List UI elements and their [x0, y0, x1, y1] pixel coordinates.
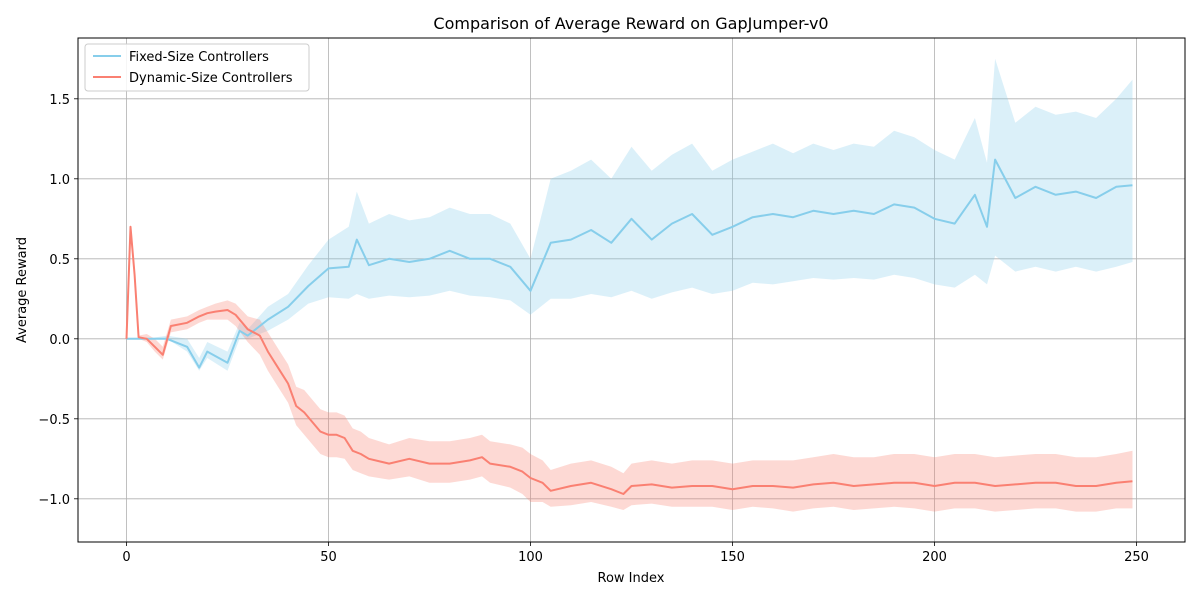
x-tick-label: 0 — [122, 550, 130, 565]
y-tick-label: −1.0 — [38, 493, 70, 508]
y-tick-label: 1.0 — [49, 173, 70, 188]
band-fixed — [126, 58, 1133, 371]
y-tick-label: 1.5 — [49, 93, 70, 108]
y-tick-label: 0.0 — [49, 333, 70, 348]
legend-label-dynamic: Dynamic-Size Controllers — [129, 71, 293, 86]
x-axis-ticks: 0 50 100 150 200 250 — [122, 542, 1149, 565]
line-fixed — [126, 158, 1133, 369]
y-tick-label: −0.5 — [38, 413, 70, 428]
legend-box — [84, 43, 310, 92]
x-tick-label: 250 — [1124, 550, 1149, 565]
x-tick-label: 200 — [922, 550, 947, 565]
x-tick-label: 100 — [518, 550, 543, 565]
legend-label-fixed: Fixed-Size Controllers — [129, 50, 269, 65]
x-axis-label: Row Index — [598, 571, 665, 586]
chart-title: Comparison of Average Reward on GapJumpe… — [433, 14, 828, 33]
y-axis-label: Average Reward — [15, 237, 30, 343]
plot-frame — [77, 37, 1186, 543]
y-axis-ticks: −1.0 −0.5 0.0 0.5 1.0 1.5 — [38, 93, 78, 508]
line-dynamic — [125, 225, 1133, 495]
confidence-bands — [126, 58, 1133, 512]
legend: Fixed-Size Controllers Dynamic-Size Cont… — [84, 43, 310, 92]
x-tick-label: 150 — [720, 550, 745, 565]
y-tick-label: 0.5 — [49, 253, 70, 268]
series-lines — [125, 158, 1133, 495]
x-tick-label: 50 — [320, 550, 337, 565]
grid — [78, 38, 1185, 542]
